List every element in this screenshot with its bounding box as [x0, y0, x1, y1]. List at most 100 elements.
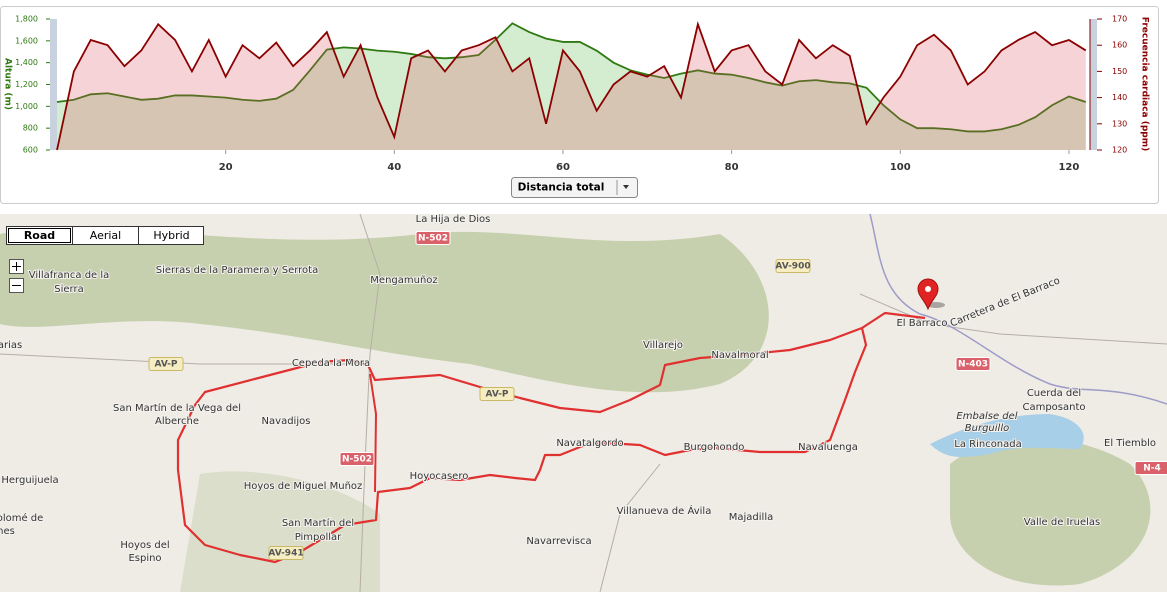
road-shield: AV-941 — [268, 546, 304, 560]
shield-label: AV-941 — [268, 549, 303, 559]
map-type-button[interactable]: Road — [24, 229, 55, 242]
place-label: Herguijuela — [1, 475, 58, 486]
shield-label: N-4 — [1143, 464, 1161, 474]
y2-tick-label: 170 — [1112, 15, 1127, 24]
y-tick-label: 1,000 — [15, 102, 38, 111]
shield-label: N-502 — [342, 455, 372, 465]
shield-box — [955, 357, 991, 371]
x-tick-label: 80 — [725, 162, 739, 173]
place-label: Pimpollar — [295, 532, 342, 543]
place-label: Burguillo — [965, 423, 1009, 434]
x-tick-label: 20 — [219, 162, 233, 173]
shield-box — [268, 546, 304, 560]
shield-box — [775, 259, 811, 273]
scroll-handle[interactable] — [50, 19, 57, 150]
y2-tick-label: 130 — [1112, 119, 1127, 128]
place-label: Alberche — [155, 416, 199, 427]
shield-label: N-403 — [958, 360, 988, 370]
reservoir — [930, 414, 1084, 457]
map-type-bar[interactable]: Road Aerial Hybrid — [6, 226, 204, 245]
y-tick-label: 1,800 — [15, 15, 38, 24]
place-label: nes — [0, 526, 15, 537]
zoom-out[interactable] — [9, 278, 24, 293]
roads — [0, 214, 1167, 592]
shield-label: N-502 — [418, 234, 448, 244]
road-shield: N-4 — [1134, 461, 1167, 475]
terrain — [0, 228, 1151, 592]
x-select[interactable]: Distancia total — [511, 177, 638, 198]
y-axis-title: Altura (m) — [3, 58, 13, 110]
shield-box — [148, 357, 184, 371]
map-type-button[interactable]: Aerial — [90, 229, 121, 242]
road-shield: N-502 — [415, 231, 451, 245]
y-tick-label: 1,200 — [15, 80, 38, 89]
line — [56, 21, 1087, 151]
place-label: El Barraco — [896, 318, 947, 329]
map[interactable]: La Hija de Dios Sierras de la Paramera y … — [0, 214, 1167, 592]
place-label: Cuerda del — [1027, 388, 1081, 399]
shield-box — [415, 231, 451, 245]
place-label: Villanueva de Ávila — [617, 504, 712, 517]
marker-shadow — [927, 302, 945, 308]
x-tick-label: 120 — [1058, 162, 1079, 173]
route — [369, 373, 378, 493]
map-type-button[interactable]: Hybrid — [153, 229, 189, 242]
zoom-in[interactable] — [9, 259, 24, 274]
place-label: La Hija de Dios — [416, 214, 491, 225]
shield-label: AV-P — [486, 390, 509, 400]
place-label: La Rinconada — [954, 439, 1022, 450]
road-shield: N-403 — [955, 357, 991, 371]
place-label: Embalse del — [956, 411, 1017, 422]
place-label: Villafranca de la — [29, 270, 110, 281]
place-label: Majadilla — [729, 512, 773, 523]
y-tick-label: 1,400 — [15, 58, 38, 67]
y2-axis-title: Frecuencia cardiaca (ppm) — [1140, 17, 1150, 151]
y-tick-label: 600 — [23, 146, 38, 155]
place-label: Hoyocasero — [410, 471, 469, 482]
y-tick-label: 1,600 — [15, 36, 38, 45]
select-box[interactable] — [511, 177, 638, 198]
type-selected — [8, 228, 71, 243]
shield-box — [339, 452, 375, 466]
marker[interactable] — [917, 278, 945, 311]
place-label: El Tiemblo — [1104, 438, 1156, 449]
line — [56, 22, 1087, 133]
area-fill — [57, 23, 1086, 150]
shield-box — [1134, 461, 1167, 475]
road-shield: N-502 — [339, 452, 375, 466]
place-label: Hoyos del — [120, 540, 169, 551]
shield-label: AV-900 — [775, 262, 810, 272]
place-label: Navatalgordo — [556, 438, 623, 449]
place-label: Hoyos de Miguel Muñoz — [244, 481, 363, 492]
x-tick-label: 60 — [556, 162, 570, 173]
y2-tick-label: 140 — [1112, 93, 1127, 102]
route — [176, 311, 926, 564]
area-fill — [57, 24, 1086, 151]
place-label: Burgohondo — [684, 442, 745, 453]
scroll-handle[interactable] — [1090, 19, 1097, 150]
river — [869, 214, 1167, 405]
panel-frame — [0, 6, 1159, 204]
place-label: Espino — [128, 553, 161, 564]
place-label: olomé de — [0, 512, 43, 524]
plus-icon — [12, 262, 21, 271]
place-label: Navarrevisca — [526, 536, 591, 547]
marker-pin[interactable] — [917, 278, 939, 311]
place-label: arias — [0, 340, 22, 351]
shield-box — [479, 387, 515, 401]
place-label: San Martín del — [282, 517, 354, 529]
place-label: Camposanto — [1022, 402, 1085, 413]
place-label: Cepeda la Mora — [292, 358, 370, 369]
place-label: Navaluenga — [798, 442, 858, 453]
place-label: Navadijos — [262, 416, 311, 427]
y2-tick-label: 120 — [1112, 146, 1127, 155]
place-label: Mengamuñoz — [370, 275, 437, 286]
map-type-frame — [6, 226, 204, 245]
select-label[interactable]: Distancia total — [518, 182, 605, 194]
place-label: San Martín de la Vega del — [113, 402, 241, 414]
y2-tick-label: 150 — [1112, 67, 1127, 76]
x-tick-label: 100 — [890, 162, 911, 173]
place-label: Sierras de la Paramera y Serrota — [156, 265, 318, 276]
road-shield: AV-P — [479, 387, 515, 401]
